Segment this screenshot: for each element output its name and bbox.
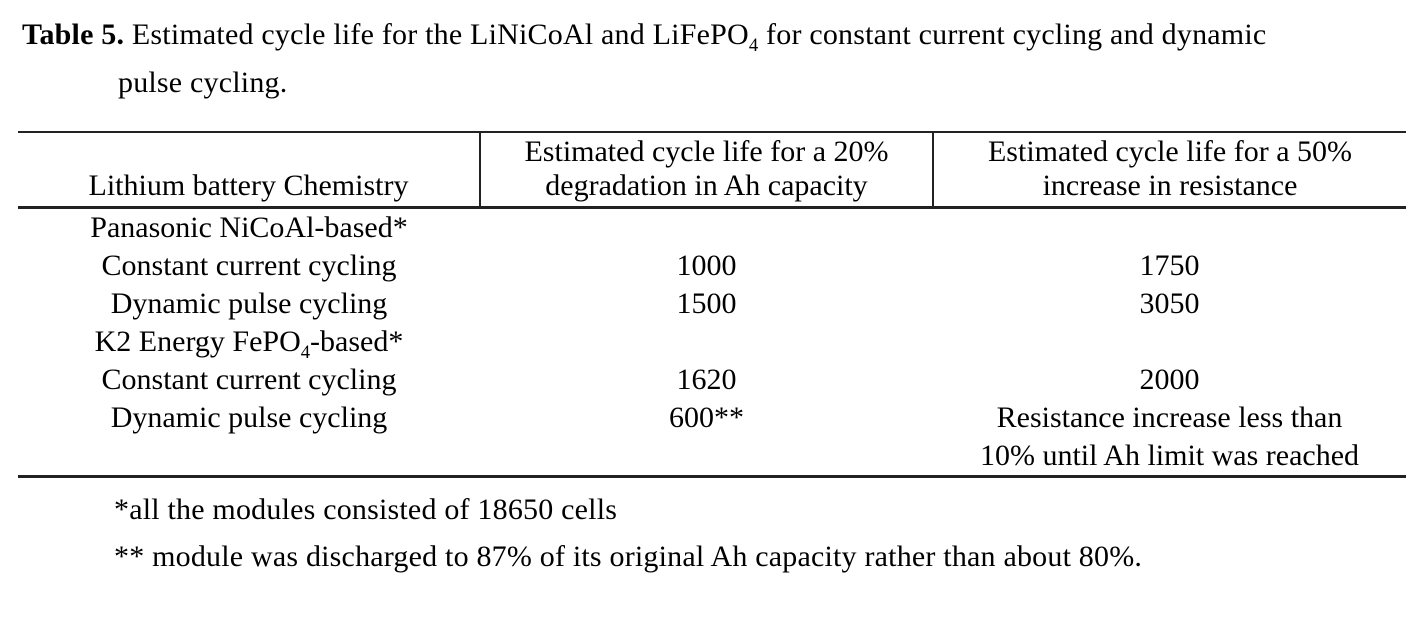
table-cell: Constant current cycling	[18, 247, 480, 285]
text-segment: Constant current cycling	[101, 363, 397, 396]
table-cell: 3050	[933, 285, 1406, 323]
header-row: Lithium battery Chemistry Estimated cycle…	[18, 132, 1406, 209]
text-segment: pulse cycling.	[118, 66, 288, 99]
table-cell: Panasonic NiCoAl-based*	[18, 208, 480, 248]
column-header-1: Lithium battery Chemistry	[18, 132, 480, 209]
text-segment: Resistance increase less than	[996, 401, 1343, 434]
table-cell: Constant current cycling	[18, 361, 480, 399]
table-row: Dynamic pulse cycling 600** Resistance inc…	[18, 399, 1406, 477]
table-row: Constant current cycling 1000 1750	[18, 247, 1406, 285]
footnote-double-asterisk: ** module was discharged to 87% of its o…	[114, 540, 1143, 573]
header-line: increase in resistance	[1042, 169, 1298, 202]
table-row: Constant current cycling 1620 2000	[18, 361, 1406, 399]
table-cell: Resistance increase less than 10% until A…	[933, 399, 1406, 477]
text-segment: Table 5.	[22, 18, 125, 51]
table-row: Dynamic pulse cycling 1500 3050	[18, 285, 1406, 323]
text-segment: for constant current cycling and dynamic	[758, 18, 1267, 51]
text-segment: 1750	[1139, 249, 1200, 282]
table-cell: 1000	[480, 247, 933, 285]
text-segment: Dynamic pulse cycling	[110, 287, 388, 320]
document-page: Table 5. Estimated cycle life for the Li…	[0, 11, 1424, 617]
text-segment: 10% until Ah limit was reached	[979, 439, 1360, 472]
subscript-text: 4	[748, 35, 759, 56]
column-header-3: Estimated cycle life for a 50% increase i…	[932, 132, 1406, 209]
table-cell	[933, 208, 1406, 248]
table-header: Lithium battery Chemistry Estimated cycle…	[18, 132, 1406, 209]
table-cell: Dynamic pulse cycling	[18, 399, 480, 477]
header-line: Lithium battery Chemistry	[88, 169, 409, 202]
table-cell	[933, 323, 1406, 361]
column-header-2: Estimated cycle life for a 20% degradatio…	[479, 132, 933, 209]
text-segment: K2 Energy FePO	[94, 325, 301, 358]
table-cell: K2 Energy FePO4-based*	[18, 323, 480, 363]
text-segment: Panasonic NiCoAl-based*	[90, 211, 408, 244]
table-cell: 1750	[933, 247, 1406, 285]
text-segment: 1620	[676, 363, 737, 396]
header-line: Estimated cycle life for a 50%	[987, 135, 1352, 168]
table-cell: 1620	[480, 361, 933, 399]
text-segment: Constant current cycling	[101, 249, 397, 282]
header-line: degradation in Ah capacity	[545, 169, 868, 202]
text-segment: 3050	[1139, 287, 1200, 320]
table-cell: Dynamic pulse cycling	[18, 285, 480, 323]
cycle-life-table: Lithium battery Chemistry Estimated cycle…	[18, 131, 1406, 478]
table-row: Panasonic NiCoAl-based*	[18, 208, 1406, 248]
text-segment: 1500	[676, 287, 737, 320]
table-caption: Table 5. Estimated cycle life for the Li…	[22, 11, 1406, 107]
footnote-single-asterisk: *all the modules consisted of 18650 cell…	[114, 493, 618, 526]
text-segment: Estimated cycle life for the LiNiCoAl an…	[124, 18, 749, 51]
table-row: K2 Energy FePO4-based*	[18, 323, 1406, 363]
text-segment: -based*	[310, 325, 404, 358]
header-line: Estimated cycle life for a 20%	[524, 135, 889, 168]
table-cell: 1500	[480, 285, 933, 323]
table-cell: 2000	[933, 361, 1406, 399]
table-body: Panasonic NiCoAl-based* Constant current …	[18, 208, 1406, 477]
text-segment: 600**	[669, 401, 744, 434]
footnotes: *all the modules consisted of 18650 cell…	[114, 493, 1424, 573]
subscript-text: 4	[300, 342, 311, 363]
table-cell	[480, 208, 933, 248]
text-segment: 1000	[676, 249, 737, 282]
text-segment: Dynamic pulse cycling	[110, 401, 388, 434]
table-cell: 600**	[480, 399, 933, 477]
text-segment: 2000	[1139, 363, 1200, 396]
table-cell	[480, 323, 933, 361]
